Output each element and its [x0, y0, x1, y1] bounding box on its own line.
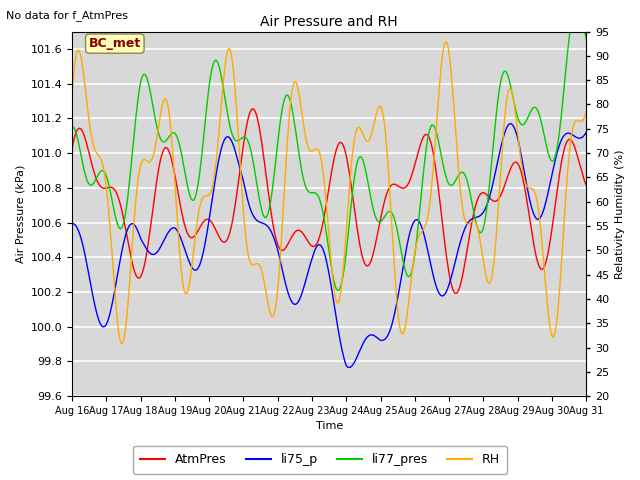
Text: No data for f_AtmPres: No data for f_AtmPres: [6, 10, 129, 21]
Legend: AtmPres, li75_p, li77_pres, RH: AtmPres, li75_p, li77_pres, RH: [133, 446, 507, 474]
Title: Air Pressure and RH: Air Pressure and RH: [260, 15, 398, 29]
Y-axis label: Air Pressure (kPa): Air Pressure (kPa): [15, 165, 25, 263]
Text: BC_met: BC_met: [89, 37, 141, 50]
X-axis label: Time: Time: [316, 421, 343, 432]
Y-axis label: Relativity Humidity (%): Relativity Humidity (%): [615, 149, 625, 278]
